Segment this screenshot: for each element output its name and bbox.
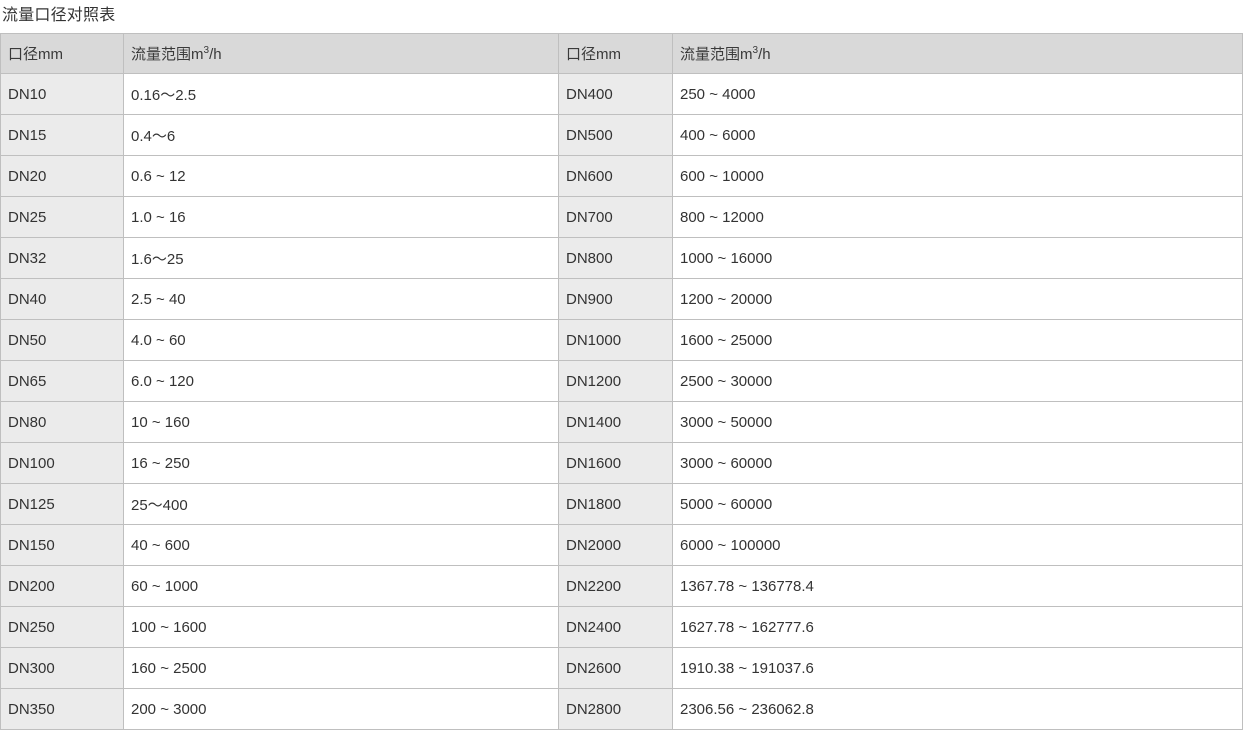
cell-flow-range-left: 60 ~ 1000	[123, 565, 559, 607]
table-row: DN25 1.0 ~ 16 DN700 800 ~ 12000	[0, 196, 1243, 238]
cell-diameter-right: DN800	[558, 237, 673, 279]
cell-diameter-right: DN700	[558, 196, 673, 238]
cell-flow-range-right: 600 ~ 10000	[672, 155, 1243, 197]
table-row: DN40 2.5 ~ 40 DN900 1200 ~ 20000	[0, 278, 1243, 320]
cell-diameter-right: DN1200	[558, 360, 673, 402]
table-row: DN65 6.0 ~ 120 DN1200 2500 ~ 30000	[0, 360, 1243, 402]
cell-diameter-right: DN400	[558, 73, 673, 115]
cell-flow-range-left: 25～400	[123, 483, 559, 525]
cell-diameter-left: DN65	[0, 360, 124, 402]
column-header-flow-range-left-superscript: 3	[203, 45, 210, 56]
cell-diameter-left: DN10	[0, 73, 124, 115]
cell-flow-range-right: 3000 ~ 50000	[672, 401, 1243, 443]
cell-flow-range-right: 400 ~ 6000	[672, 114, 1243, 156]
table-row: DN300 160 ~ 2500 DN2600 1910.38 ~ 191037.6	[0, 647, 1243, 689]
cell-flow-range-right: 1600 ~ 25000	[672, 319, 1243, 361]
cell-diameter-left: DN300	[0, 647, 124, 689]
cell-flow-range-left: 6.0 ~ 120	[123, 360, 559, 402]
cell-flow-range-right: 5000 ~ 60000	[672, 483, 1243, 525]
cell-diameter-left: DN50	[0, 319, 124, 361]
cell-diameter-left: DN15	[0, 114, 124, 156]
cell-diameter-right: DN2400	[558, 606, 673, 648]
table-row: DN150 40 ~ 600 DN2000 6000 ~ 100000	[0, 524, 1243, 566]
cell-diameter-right: DN1000	[558, 319, 673, 361]
cell-diameter-right: DN600	[558, 155, 673, 197]
cell-flow-range-right: 250 ~ 4000	[672, 73, 1243, 115]
column-header-diameter-right: 口径mm	[558, 33, 673, 74]
table-row: DN100 16 ~ 250 DN1600 3000 ~ 60000	[0, 442, 1243, 484]
cell-flow-range-left: 2.5 ~ 40	[123, 278, 559, 320]
cell-diameter-left: DN350	[0, 688, 124, 730]
cell-flow-range-left: 1.0 ~ 16	[123, 196, 559, 238]
table-row: DN250 100 ~ 1600 DN2400 1627.78 ~ 162777.6	[0, 606, 1243, 648]
column-header-diameter-left: 口径mm	[0, 33, 124, 74]
cell-diameter-left: DN100	[0, 442, 124, 484]
column-header-flow-range-right-prefix: 流量范围m	[680, 46, 753, 63]
cell-flow-range-left: 100 ~ 1600	[123, 606, 559, 648]
cell-diameter-right: DN2000	[558, 524, 673, 566]
cell-diameter-left: DN80	[0, 401, 124, 443]
cell-flow-range-right: 1627.78 ~ 162777.6	[672, 606, 1243, 648]
cell-flow-range-right: 2306.56 ~ 236062.8	[672, 688, 1243, 730]
cell-flow-range-right: 1367.78 ~ 136778.4	[672, 565, 1243, 607]
table-row: DN200 60 ~ 1000 DN2200 1367.78 ~ 136778.4	[0, 565, 1243, 607]
cell-diameter-right: DN2600	[558, 647, 673, 689]
cell-diameter-left: DN150	[0, 524, 124, 566]
cell-diameter-left: DN20	[0, 155, 124, 197]
table-row: DN80 10 ~ 160 DN1400 3000 ~ 50000	[0, 401, 1243, 443]
cell-diameter-left: DN40	[0, 278, 124, 320]
column-header-flow-range-right-superscript: 3	[752, 45, 759, 56]
cell-diameter-right: DN1400	[558, 401, 673, 443]
cell-diameter-right: DN2800	[558, 688, 673, 730]
table-header-row: 口径mm 流量范围m3/h 口径mm 流量范围m3/h	[0, 33, 1243, 74]
cell-flow-range-right: 800 ~ 12000	[672, 196, 1243, 238]
cell-flow-range-right: 3000 ~ 60000	[672, 442, 1243, 484]
cell-diameter-right: DN1600	[558, 442, 673, 484]
cell-diameter-right: DN500	[558, 114, 673, 156]
cell-diameter-right: DN2200	[558, 565, 673, 607]
column-header-flow-range-right-suffix: /h	[758, 46, 771, 63]
cell-flow-range-right: 2500 ~ 30000	[672, 360, 1243, 402]
table-row: DN350 200 ~ 3000 DN2800 2306.56 ~ 236062.8	[0, 688, 1243, 730]
table-row: DN32 1.6～25 DN800 1000 ~ 16000	[0, 237, 1243, 279]
cell-flow-range-left: 1.6～25	[123, 237, 559, 279]
cell-diameter-left: DN125	[0, 483, 124, 525]
cell-diameter-left: DN250	[0, 606, 124, 648]
cell-flow-range-left: 10 ~ 160	[123, 401, 559, 443]
table-body: DN10 0.16～2.5 DN400 250 ~ 4000 DN15 0.4～6 DN50…	[0, 73, 1243, 730]
cell-flow-range-left: 160 ~ 2500	[123, 647, 559, 689]
cell-flow-range-right: 1200 ~ 20000	[672, 278, 1243, 320]
column-header-flow-range-right: 流量范围m3/h	[672, 33, 1243, 74]
column-header-flow-range-left-suffix: /h	[209, 46, 222, 63]
table-header: 口径mm 流量范围m3/h 口径mm 流量范围m3/h	[0, 33, 1243, 74]
cell-flow-range-left: 40 ~ 600	[123, 524, 559, 566]
flow-diameter-table: 口径mm 流量范围m3/h 口径mm 流量范围m3/h DN10 0.16～2.5…	[0, 33, 1243, 730]
cell-diameter-left: DN25	[0, 196, 124, 238]
cell-diameter-left: DN32	[0, 237, 124, 279]
cell-flow-range-right: 1910.38 ~ 191037.6	[672, 647, 1243, 689]
column-header-flow-range-left: 流量范围m3/h	[123, 33, 559, 74]
cell-diameter-right: DN1800	[558, 483, 673, 525]
column-header-flow-range-left-prefix: 流量范围m	[131, 46, 204, 63]
cell-diameter-right: DN900	[558, 278, 673, 320]
cell-flow-range-left: 0.16～2.5	[123, 73, 559, 115]
table-row: DN15 0.4～6 DN500 400 ~ 6000	[0, 114, 1243, 156]
cell-diameter-left: DN200	[0, 565, 124, 607]
table-row: DN125 25～400 DN1800 5000 ~ 60000	[0, 483, 1243, 525]
cell-flow-range-left: 0.4～6	[123, 114, 559, 156]
page-title: 流量口径对照表	[2, 7, 116, 24]
table-row: DN20 0.6 ~ 12 DN600 600 ~ 10000	[0, 155, 1243, 197]
cell-flow-range-right: 1000 ~ 16000	[672, 237, 1243, 279]
cell-flow-range-left: 16 ~ 250	[123, 442, 559, 484]
table-row: DN10 0.16～2.5 DN400 250 ~ 4000	[0, 73, 1243, 115]
cell-flow-range-left: 0.6 ~ 12	[123, 155, 559, 197]
cell-flow-range-right: 6000 ~ 100000	[672, 524, 1243, 566]
cell-flow-range-left: 4.0 ~ 60	[123, 319, 559, 361]
table-row: DN50 4.0 ~ 60 DN1000 1600 ~ 25000	[0, 319, 1243, 361]
cell-flow-range-left: 200 ~ 3000	[123, 688, 559, 730]
